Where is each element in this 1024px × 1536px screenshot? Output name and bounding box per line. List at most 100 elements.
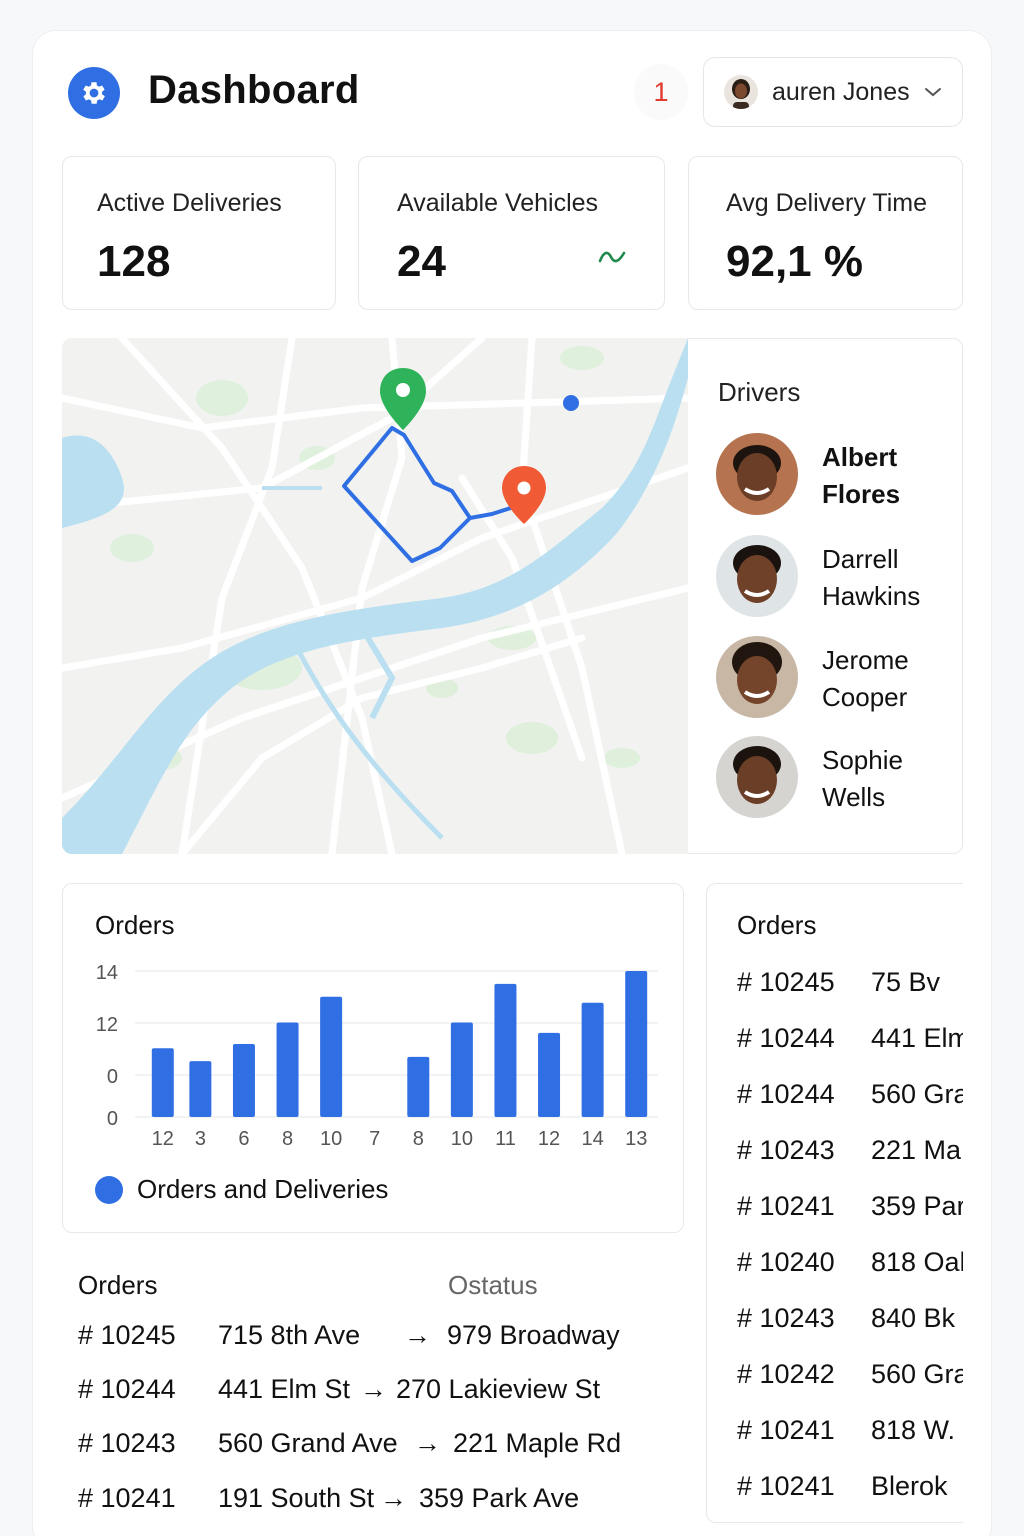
order-address: 818 Oal bbox=[871, 1247, 963, 1277]
driver-item[interactable]: Darrell Hawkins bbox=[716, 535, 956, 619]
order-address: 359 Par bbox=[871, 1191, 963, 1221]
vehicle-location-dot bbox=[563, 395, 579, 411]
driver-name: Sophie Wells bbox=[822, 745, 903, 812]
map-pin-icon[interactable] bbox=[380, 368, 426, 430]
chevron-down-icon bbox=[924, 88, 941, 97]
avatar bbox=[716, 535, 798, 617]
order-to: 979 Broadway bbox=[447, 1320, 620, 1350]
order-id: # 10243 bbox=[78, 1428, 176, 1458]
stat-value: 128 bbox=[97, 237, 171, 286]
x-tick-label: 8 bbox=[282, 1128, 293, 1150]
order-id: # 10243 bbox=[737, 1135, 835, 1165]
x-tick-label: 6 bbox=[238, 1128, 249, 1150]
order-from: 191 South St bbox=[218, 1483, 375, 1513]
driver-name: Jerome Cooper bbox=[822, 645, 909, 712]
order-address: 221 Ma bbox=[871, 1135, 962, 1165]
chart-bar bbox=[320, 996, 343, 1117]
orders-bar-chart: 14 12 0 0 12 3 6 8 10 7 8 10 11 12 14 13 bbox=[96, 962, 658, 1150]
user-menu[interactable]: auren Jones bbox=[703, 57, 963, 127]
order-address: 75 Bv bbox=[871, 967, 941, 997]
chart-bar bbox=[581, 1002, 604, 1117]
order-address: 818 W. bbox=[871, 1415, 956, 1445]
orders-list-panel: Orders # 10245 75 Bv # 10244 441 Elm # 102… bbox=[706, 883, 963, 1523]
avatar bbox=[724, 75, 758, 109]
y-tick-label: 12 bbox=[96, 1014, 118, 1036]
driver-name: Darrell Hawkins bbox=[822, 544, 921, 611]
trend-up-icon bbox=[598, 251, 626, 263]
x-tick-label: 8 bbox=[413, 1128, 424, 1150]
x-tick-label: 13 bbox=[625, 1128, 647, 1150]
driver-item[interactable]: Albert Flores bbox=[716, 433, 956, 517]
order-id: # 10244 bbox=[78, 1374, 176, 1404]
orders-table-title: Orders bbox=[78, 1270, 158, 1300]
order-id: # 10244 bbox=[737, 1079, 835, 1109]
page-title: Dashboard bbox=[148, 68, 360, 112]
stat-card-avg-delivery-time[interactable]: Avg Delivery Time 92,1 % bbox=[688, 156, 963, 310]
legend-swatch bbox=[95, 1175, 123, 1204]
arrow-right-icon: → bbox=[414, 1428, 441, 1458]
order-id: # 10241 bbox=[78, 1483, 176, 1513]
chart-bar bbox=[538, 1032, 561, 1117]
order-id: # 10244 bbox=[737, 1023, 835, 1053]
user-name: auren Jones bbox=[772, 77, 910, 106]
driver-item[interactable]: Sophie Wells bbox=[716, 736, 956, 820]
order-to: 359 Park Ave bbox=[419, 1483, 580, 1513]
order-address: 840 Bk bbox=[871, 1303, 956, 1333]
stat-card-active-deliveries[interactable]: Active Deliveries 128 bbox=[62, 156, 336, 310]
chart-bar bbox=[151, 1048, 174, 1117]
order-id: # 10241 bbox=[737, 1191, 835, 1221]
avatar bbox=[716, 736, 798, 818]
chart-bar bbox=[232, 1044, 255, 1117]
chart-bar bbox=[450, 1022, 473, 1117]
x-tick-label: 12 bbox=[538, 1128, 560, 1150]
order-id: # 10245 bbox=[78, 1320, 176, 1350]
chart-bar bbox=[276, 1022, 299, 1117]
chart-bar bbox=[407, 1056, 430, 1117]
order-id: # 10240 bbox=[737, 1247, 835, 1277]
chart-legend: Orders and Deliveries bbox=[95, 1174, 388, 1205]
avatar bbox=[716, 433, 798, 515]
driver-name: Albert Flores bbox=[822, 442, 901, 509]
orders-list-title: Orders bbox=[737, 910, 817, 940]
order-address: 560 Gra bbox=[871, 1359, 963, 1389]
x-tick-label: 3 bbox=[195, 1128, 206, 1150]
order-id: # 10245 bbox=[737, 967, 835, 997]
x-tick-label: 7 bbox=[369, 1128, 380, 1150]
orders-chart-card: Orders 14 12 0 0 12 3 6 8 10 7 8 10 11 12 14 13 Orders … bbox=[62, 883, 684, 1233]
map-pin-icon[interactable] bbox=[502, 466, 546, 524]
order-from: 715 8th Ave bbox=[218, 1320, 361, 1350]
delivery-map[interactable] bbox=[62, 338, 688, 854]
order-id: # 10241 bbox=[737, 1415, 835, 1445]
order-address: 560 Gra bbox=[871, 1079, 963, 1109]
stat-value: 24 bbox=[397, 237, 446, 286]
x-tick-label: 11 bbox=[495, 1128, 516, 1150]
gear-icon[interactable] bbox=[68, 67, 120, 119]
chart-bar bbox=[189, 1061, 212, 1117]
chart-bar bbox=[625, 971, 648, 1117]
arrow-right-icon: → bbox=[404, 1320, 431, 1350]
driver-item[interactable]: Jerome Cooper bbox=[716, 636, 956, 720]
status-column-header: Ostatus bbox=[448, 1270, 538, 1300]
order-id: # 10242 bbox=[737, 1359, 835, 1389]
order-to: 221 Maple Rd bbox=[453, 1428, 622, 1458]
x-tick-label: 14 bbox=[582, 1128, 604, 1150]
y-tick-label: 0 bbox=[107, 1108, 118, 1130]
legend-label: Orders and Deliveries bbox=[137, 1174, 389, 1204]
chart-bar bbox=[494, 983, 517, 1117]
order-from: 560 Grand Ave bbox=[218, 1428, 398, 1458]
avatar bbox=[716, 636, 798, 718]
y-tick-label: 14 bbox=[96, 962, 118, 984]
chart-title: Orders bbox=[95, 910, 175, 940]
order-to: 270 Lakieview St bbox=[396, 1374, 601, 1404]
arrow-right-icon: → bbox=[360, 1374, 387, 1404]
stat-label: Available Vehicles bbox=[397, 189, 599, 217]
stat-card-available-vehicles[interactable]: Available Vehicles 24 bbox=[358, 156, 665, 310]
notification-badge[interactable]: 1 bbox=[634, 64, 688, 120]
order-from: 441 Elm St bbox=[218, 1374, 351, 1404]
order-id: # 10243 bbox=[737, 1303, 835, 1333]
order-address: Blerok bbox=[871, 1471, 948, 1501]
x-tick-label: 10 bbox=[320, 1128, 342, 1150]
stat-value: 92,1 % bbox=[726, 237, 863, 286]
drivers-title: Drivers bbox=[718, 377, 801, 407]
stat-label: Avg Delivery Time bbox=[726, 189, 927, 217]
